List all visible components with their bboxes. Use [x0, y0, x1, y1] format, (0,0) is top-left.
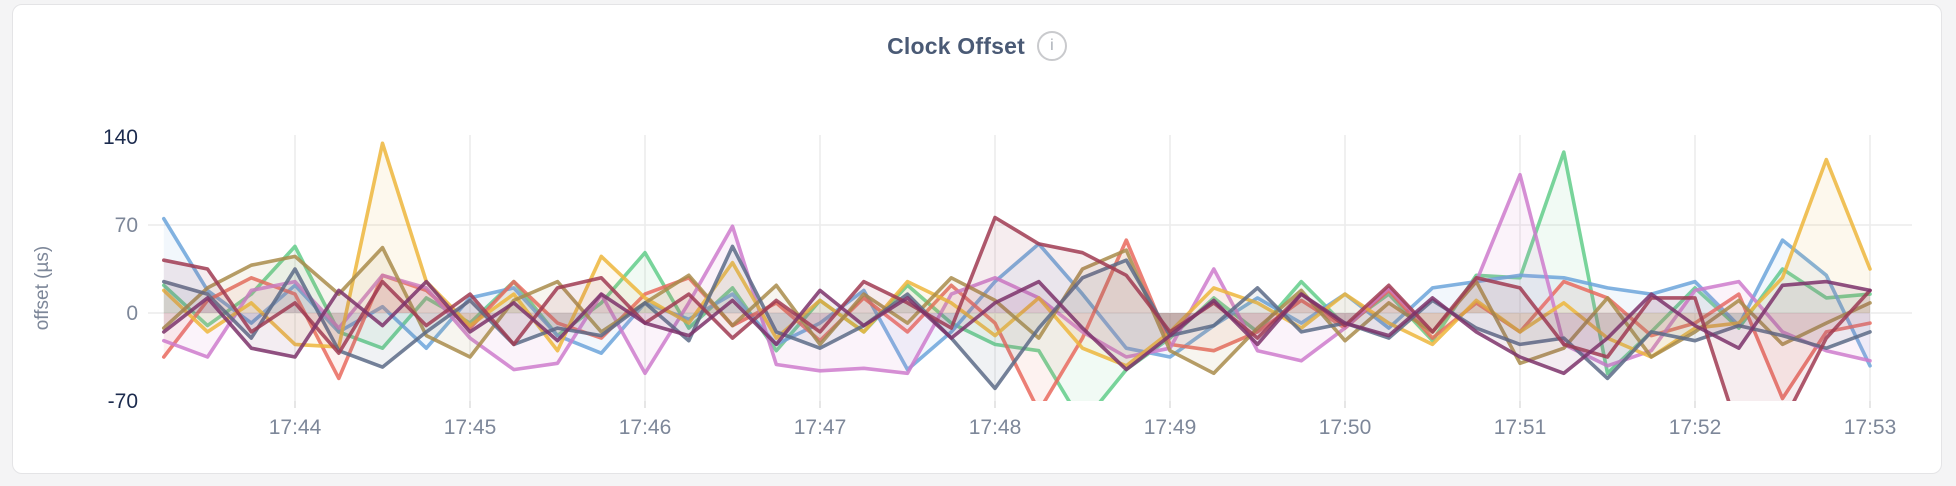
x-tick-label: 17:53	[1844, 416, 1897, 439]
x-tick-label: 17:49	[1144, 416, 1197, 439]
x-tick-label: 17:50	[1319, 416, 1372, 439]
series-area-slate	[163, 246, 1870, 389]
series-line-slate	[162, 244, 1872, 391]
x-tick-label: 17:52	[1669, 416, 1722, 439]
chart-title: Clock Offset	[887, 32, 1025, 59]
x-tick-label: 17:45	[444, 416, 497, 439]
x-tick-label: 17:46	[619, 416, 672, 439]
y-tick-label: -70	[108, 390, 138, 413]
y-tick-label: 140	[103, 126, 138, 149]
x-tick-label: 17:44	[269, 416, 322, 439]
info-icon[interactable]: i	[1036, 31, 1067, 61]
x-tick-label: 17:48	[969, 416, 1022, 439]
series-line-blue	[162, 216, 1872, 372]
series-line-maroon	[162, 215, 1872, 401]
y-tick-label: 70	[115, 214, 138, 237]
series-area-plum	[163, 281, 1870, 374]
series-area-gold	[163, 143, 1870, 366]
chart-card: Clock Offset i offset (µs)	[12, 4, 1942, 474]
series-area-orchid	[163, 174, 1870, 374]
series-line-khaki	[162, 245, 1872, 376]
x-tick-label: 17:47	[794, 416, 847, 439]
x-tick-label: 17:51	[1494, 416, 1547, 439]
series-area-maroon	[163, 217, 1870, 401]
series-line-plum	[162, 279, 1872, 376]
y-tick-label: 0	[126, 302, 138, 325]
chart-header: Clock Offset i	[13, 31, 1941, 61]
